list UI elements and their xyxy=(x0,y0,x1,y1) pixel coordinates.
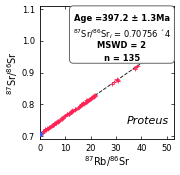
Text: MSWD = 2: MSWD = 2 xyxy=(97,41,147,50)
X-axis label: $^{87}$Rb/$^{86}$Sr: $^{87}$Rb/$^{86}$Sr xyxy=(84,155,130,169)
Y-axis label: $^{87}$Sr/$^{86}$Sr: $^{87}$Sr/$^{86}$Sr xyxy=(6,51,20,94)
Text: Age =397.2 ± 1.3Ma: Age =397.2 ± 1.3Ma xyxy=(74,14,170,23)
Text: $^{87}$Sr/$^{86}$Sr$_i$ = 0.70756 ´4: $^{87}$Sr/$^{86}$Sr$_i$ = 0.70756 ´4 xyxy=(73,27,171,41)
Text: n = 135: n = 135 xyxy=(104,54,140,63)
Text: Proteus: Proteus xyxy=(127,116,169,126)
FancyBboxPatch shape xyxy=(69,6,174,63)
